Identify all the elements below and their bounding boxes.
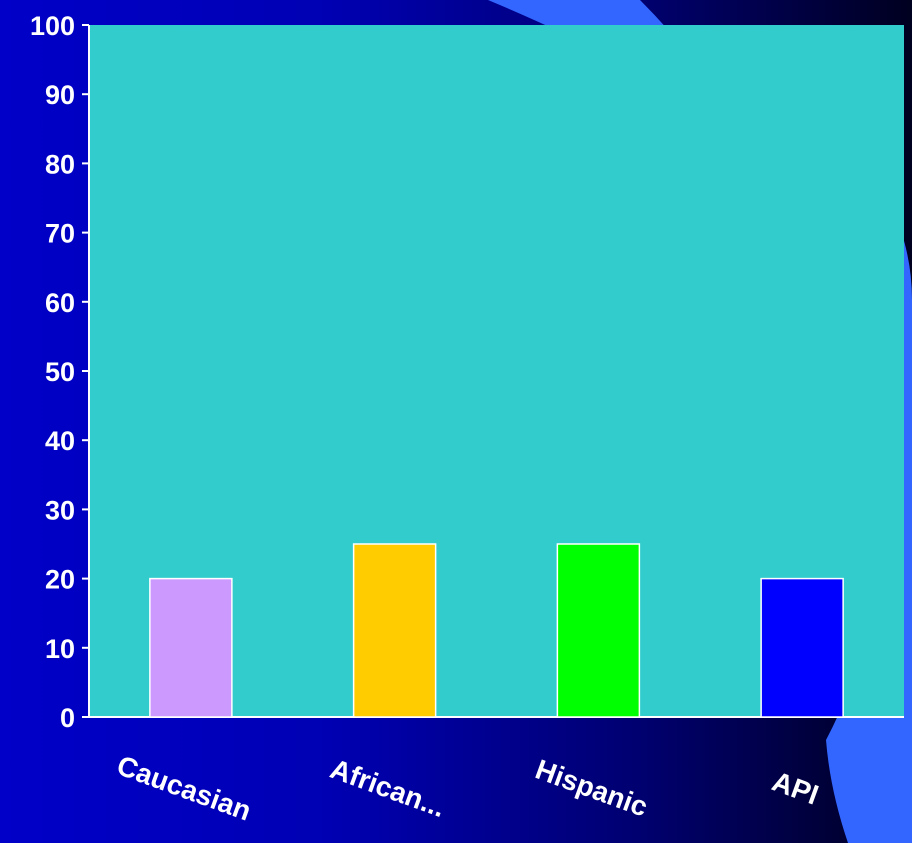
x-category-label: Hispanic: [531, 754, 651, 823]
y-tick-label: 90: [45, 80, 75, 110]
x-category-label: African...: [326, 753, 449, 823]
y-tick-label: 10: [45, 634, 75, 664]
y-tick-label: 30: [45, 495, 75, 525]
y-tick-label: 50: [45, 357, 75, 387]
y-tick-label: 40: [45, 426, 75, 456]
y-tick-label: 80: [45, 149, 75, 179]
x-category-label: Caucasian: [113, 750, 255, 827]
x-category-label: API: [768, 766, 822, 811]
bar-caucasian: [149, 577, 233, 718]
y-tick-label: 0: [60, 703, 75, 733]
y-tick-label: 100: [30, 11, 75, 41]
bar-african: [352, 543, 437, 718]
y-tick-label: 20: [45, 565, 75, 595]
y-tick-label: 60: [45, 288, 75, 318]
bar-api: [760, 577, 844, 718]
y-tick-label: 70: [45, 219, 75, 249]
bar-hispanic: [556, 543, 641, 718]
